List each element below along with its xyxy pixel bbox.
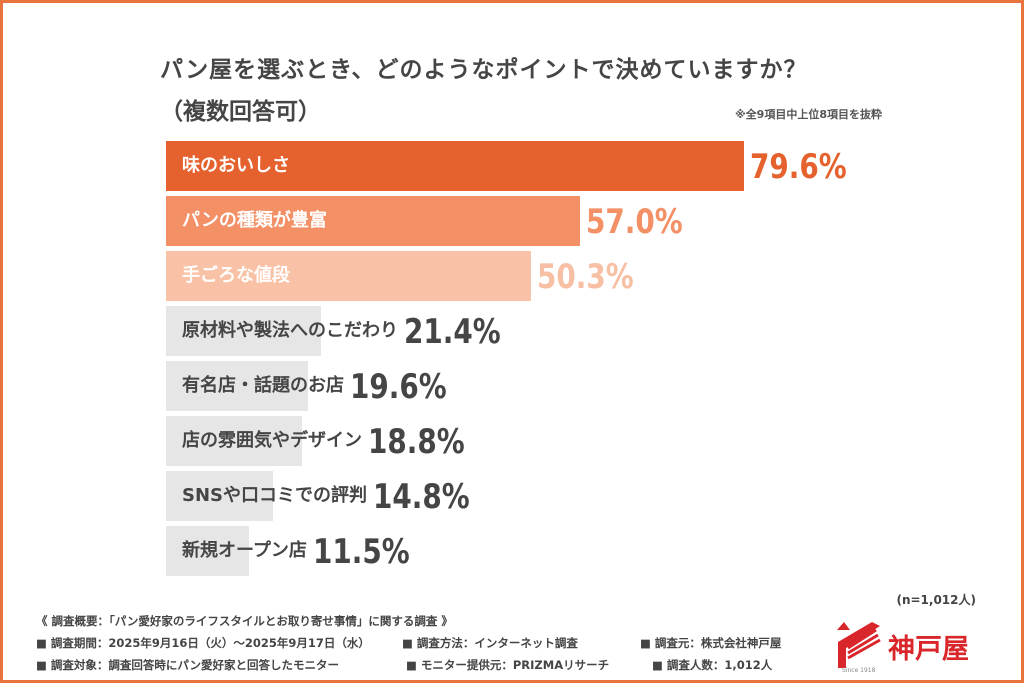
footer-source: ■ 調査元：株式会社神戸屋 [640, 636, 782, 650]
value-label: 14.8% [373, 477, 470, 517]
chart-title: パン屋を選ぶとき、どのようなポイントで決めていますか？ [160, 57, 808, 83]
sample-size: (n=1,012人) [896, 593, 976, 607]
category-label: 新規オープン店 [182, 540, 307, 561]
category-label: 手ごろな値段 [182, 265, 290, 286]
value-label: 57.0% [585, 202, 683, 242]
category-label: 味のおいしさ [182, 155, 290, 176]
bar [166, 251, 532, 301]
value-label: 19.6% [350, 367, 447, 407]
bar [166, 526, 250, 576]
logo-since: Since 1918 [842, 667, 876, 674]
category-label: 原材料や製法へのこだわり [182, 320, 398, 341]
footer-count: ■ 調査人数：1,012人 [652, 658, 773, 672]
value-label: 50.3% [537, 257, 634, 297]
bar [166, 471, 274, 521]
footer-provider: ■ モニター提供元：PRIZMAリサーチ [406, 658, 610, 672]
value-label: 79.6% [749, 147, 847, 187]
value-label: 21.4% [404, 312, 501, 352]
kobeya-logo: Since 1918 神戸屋 [832, 618, 1002, 674]
bar [166, 141, 744, 191]
category-label: 店の雰囲気やデザイン [182, 430, 362, 451]
chart-note: ※全9項目中上位8項目を抜粋 [734, 108, 882, 121]
value-label: 11.5% [312, 532, 410, 572]
footer-target: ■ 調査対象：調査回答時にパン愛好家と回答したモニター [36, 658, 339, 672]
footer-period: ■ 調査期間：2025年9月16日（火）～2025年9月17日（水） [36, 636, 370, 650]
bar [166, 361, 309, 411]
category-label: 有名店・話題のお店 [182, 375, 344, 396]
bar [166, 196, 580, 246]
category-label: SNSや口コミでの評判 [182, 485, 367, 506]
bar [166, 306, 322, 356]
footer-overview: 《 調査概要：「パン愛好家のライフスタイルとお取り寄せ事情」に関する調査 》 [36, 614, 453, 628]
category-label: パンの種類が豊富 [182, 210, 327, 231]
value-label: 18.8% [368, 422, 465, 462]
chart-subtitle: （複数回答可） [160, 99, 321, 125]
logo-name: 神戸屋 [888, 634, 969, 665]
footer-method: ■ 調査方法：インターネット調査 [402, 636, 578, 650]
bar [166, 416, 303, 466]
